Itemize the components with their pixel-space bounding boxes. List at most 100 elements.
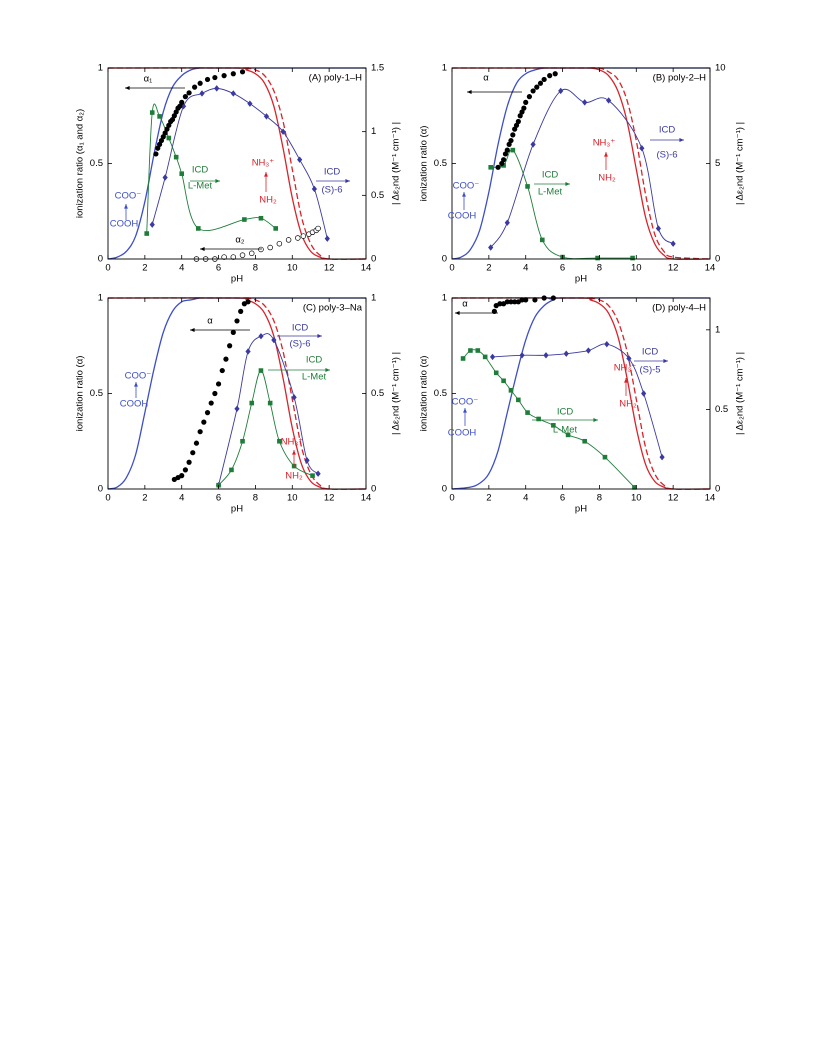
data-point: [245, 348, 251, 355]
arrow-head: [462, 192, 466, 197]
x-tick-label: 10: [631, 263, 642, 274]
data-point: [604, 340, 610, 348]
annotation: ICD: [642, 347, 659, 358]
annotation: COO⁻: [452, 397, 479, 408]
annotation: α: [462, 299, 468, 310]
annotation: ICD: [192, 165, 209, 176]
annotation: L-Met: [553, 425, 578, 436]
data-point: [247, 100, 253, 107]
x-tick-label: 4: [523, 493, 528, 504]
annotation: α₂: [235, 235, 244, 246]
data-point: [230, 71, 236, 77]
arrow-head: [604, 152, 608, 157]
data-point: [512, 299, 518, 305]
data-point: [540, 237, 545, 243]
plot-frame: [451, 297, 711, 490]
data-point: [530, 141, 536, 148]
data-point: [558, 87, 564, 95]
annotation: (S)-6: [656, 150, 677, 161]
annotation: NH₃⁺: [593, 138, 616, 149]
data-point: [519, 352, 525, 359]
annotation: α₁: [144, 74, 153, 85]
data-point: [534, 84, 540, 90]
annotation: COOH: [448, 211, 477, 222]
arrow-head: [663, 359, 668, 363]
data-point: [258, 215, 264, 221]
data-point: [197, 80, 203, 86]
x-tick-label: 4: [179, 263, 184, 274]
arrow-head: [463, 408, 467, 413]
annotation: L-Met: [538, 187, 563, 198]
y2-axis-title: | Δε₂nd (M⁻¹ cm⁻¹) |: [735, 122, 746, 205]
data-point: [258, 246, 264, 253]
data-point: [543, 352, 549, 359]
y-tick-label: 0.5: [434, 388, 447, 399]
x-axis-title: pH: [231, 274, 243, 285]
annotation: (S)-6: [321, 185, 342, 196]
data-point: [530, 88, 536, 94]
data-point: [536, 416, 541, 422]
y-tick-label: 0: [442, 254, 447, 265]
data-point: [626, 355, 632, 362]
x-tick-label: 14: [361, 493, 372, 504]
curve: [146, 103, 276, 234]
arrow-head: [190, 328, 195, 332]
y2-tick-label: 0: [371, 254, 376, 265]
x-tick-label: 2: [142, 493, 147, 504]
annotation: (S)-5: [639, 365, 660, 376]
data-point: [179, 99, 185, 105]
data-point: [504, 147, 510, 153]
data-point: [263, 113, 270, 120]
annotation: L-Met: [188, 181, 213, 192]
annotation: α: [483, 73, 489, 84]
data-point: [508, 299, 514, 305]
data-point: [144, 231, 149, 236]
data-point: [199, 90, 205, 97]
data-point: [273, 226, 278, 231]
y2-tick-label: 0: [715, 254, 720, 265]
data-point: [201, 419, 207, 425]
data-point: [208, 400, 214, 406]
y-tick-label: 0: [442, 484, 447, 495]
data-point: [239, 69, 246, 75]
data-point: [311, 185, 317, 193]
data-point: [630, 255, 635, 261]
annotation: ICD: [306, 355, 323, 366]
y2-axis-title: | Δε₂nd (M⁻¹ cm⁻¹) |: [735, 352, 746, 435]
data-point: [547, 73, 553, 79]
data-point: [221, 254, 227, 260]
annotation: ICD: [659, 125, 676, 136]
data-point: [315, 225, 321, 232]
data-point: [565, 432, 571, 438]
annotation: ICD: [542, 170, 559, 181]
annotation: ICD: [324, 167, 341, 178]
arrow-head: [124, 204, 128, 209]
y2-axis-title: | Δε₂nd (M⁻¹ cm⁻¹) |: [391, 352, 402, 435]
data-point: [521, 105, 527, 111]
annotation: NH₃⁺: [252, 158, 275, 169]
data-point: [523, 99, 529, 105]
arrow-head: [325, 368, 330, 372]
panel-title: (A) poly-1–H: [309, 73, 362, 84]
data-point: [585, 347, 591, 354]
annotation: COOH: [448, 428, 477, 439]
annotation: ICD: [292, 323, 309, 334]
data-point: [204, 410, 211, 416]
data-point: [214, 85, 220, 92]
curve: [451, 297, 711, 490]
data-point: [563, 350, 569, 357]
y-axis-title: ionization ratio (α₁ and α₂): [75, 109, 86, 218]
annotation: NH₃⁺: [281, 437, 304, 448]
arrow-head: [125, 86, 130, 90]
data-point: [267, 400, 273, 406]
annotation: NH₂: [598, 173, 616, 184]
data-point: [315, 470, 321, 477]
curve: [462, 349, 635, 488]
data-point: [182, 467, 188, 473]
data-point: [297, 156, 303, 163]
y-tick-label: 0.5: [90, 158, 103, 169]
y2-tick-label: 1: [371, 293, 376, 304]
